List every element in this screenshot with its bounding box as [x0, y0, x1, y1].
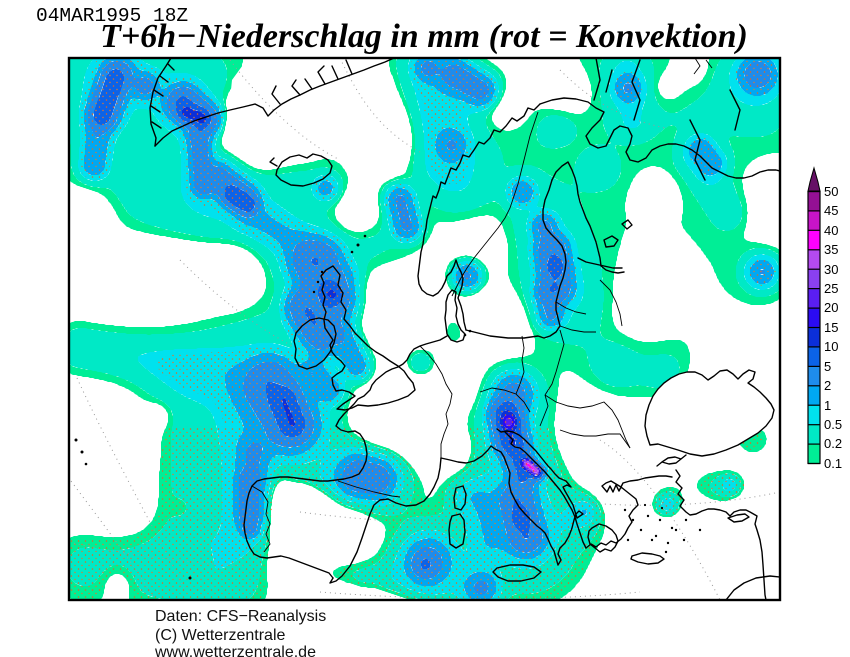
svg-text:40: 40 [824, 223, 838, 238]
svg-text:25: 25 [824, 281, 838, 296]
svg-text:1: 1 [824, 398, 831, 413]
svg-text:0.2: 0.2 [824, 436, 842, 451]
svg-text:5: 5 [824, 359, 831, 374]
svg-text:15: 15 [824, 320, 838, 335]
svg-text:Daten: CFS−Reanalysis: Daten: CFS−Reanalysis [155, 608, 326, 625]
svg-text:35: 35 [824, 242, 838, 257]
svg-text:(C) Wetterzentrale: (C) Wetterzentrale [155, 627, 286, 644]
svg-text:04MAR1995 18Z: 04MAR1995 18Z [36, 5, 188, 27]
svg-text:2: 2 [824, 378, 831, 393]
svg-text:T+6h−Niederschlag in mm (rot =: T+6h−Niederschlag in mm (rot = Konvektio… [100, 18, 748, 55]
svg-text:www.wetterzentrale.de: www.wetterzentrale.de [154, 644, 316, 657]
svg-text:30: 30 [824, 262, 838, 277]
svg-text:50: 50 [824, 184, 838, 199]
svg-text:0.5: 0.5 [824, 417, 842, 432]
svg-text:0.1: 0.1 [824, 456, 842, 471]
svg-text:10: 10 [824, 339, 838, 354]
svg-text:45: 45 [824, 203, 838, 218]
svg-text:20: 20 [824, 300, 838, 315]
